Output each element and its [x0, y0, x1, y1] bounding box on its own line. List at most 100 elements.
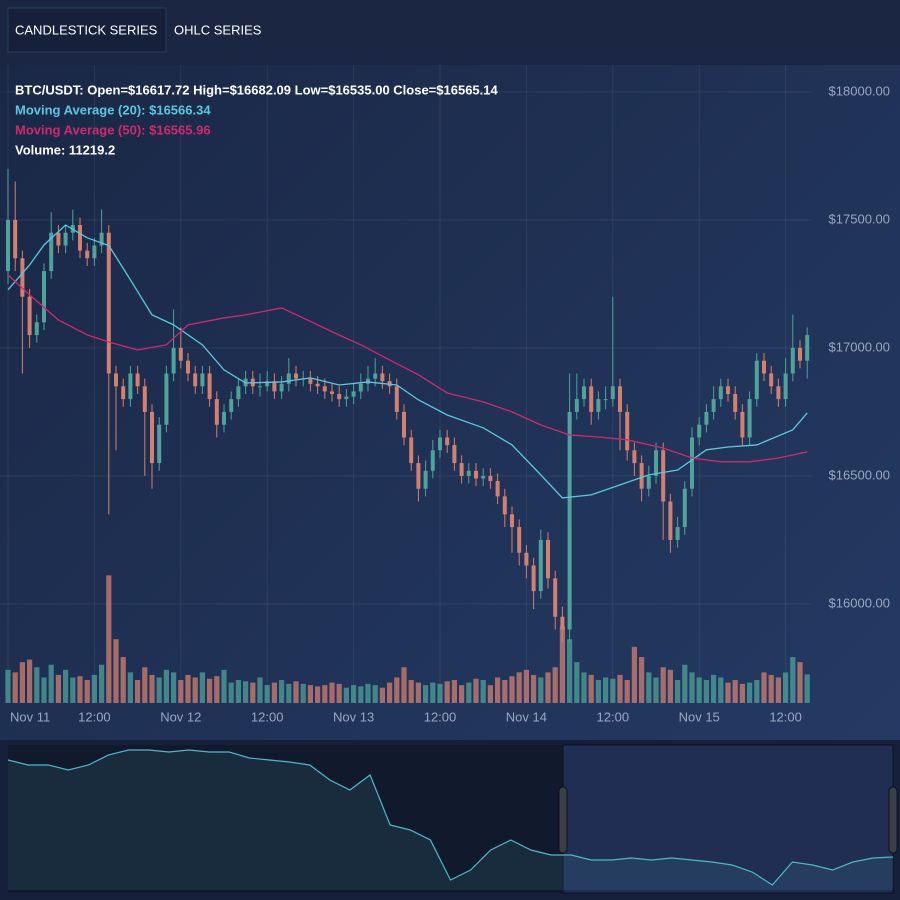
- candle-body: [466, 470, 471, 476]
- candle-body: [214, 399, 219, 425]
- volume-bar: [574, 662, 580, 703]
- y-tick-label: $17500.00: [829, 211, 890, 226]
- candle-body: [747, 399, 752, 438]
- volume-bar: [315, 686, 321, 703]
- x-tick-label: Nov 14: [506, 709, 547, 724]
- volume-bar: [797, 662, 803, 703]
- candle-body: [805, 335, 810, 361]
- volume-bar: [711, 674, 717, 703]
- volume-bar: [804, 674, 810, 703]
- volume-bar: [156, 677, 162, 703]
- candle-body: [423, 470, 428, 489]
- candle-body: [762, 360, 766, 374]
- volume-bar: [250, 682, 256, 703]
- volume-bar: [559, 626, 565, 703]
- candle-body: [675, 527, 680, 540]
- candle-body: [661, 450, 666, 502]
- candle-body: [589, 386, 594, 412]
- volume-bar: [624, 680, 630, 703]
- candle-body: [531, 565, 536, 592]
- candle-body: [128, 373, 133, 400]
- candle-body: [6, 219, 10, 272]
- candle-body: [481, 475, 486, 479]
- volume-bar: [473, 678, 479, 703]
- candle-body: [740, 411, 745, 438]
- x-tick-label: 12:00: [597, 709, 630, 724]
- candle-body: [164, 373, 169, 425]
- tab[interactable]: CANDLESTICK SERIES: [15, 22, 158, 37]
- candle-body: [157, 424, 162, 464]
- volume-bar: [754, 680, 760, 703]
- candle-body: [351, 391, 356, 397]
- volume-bar: [480, 680, 486, 703]
- candle-body: [574, 399, 579, 412]
- candle-body: [646, 475, 651, 489]
- navigator-handle[interactable]: [888, 786, 898, 854]
- candle-body: [366, 378, 370, 384]
- candle-body: [135, 373, 140, 387]
- candle-body: [78, 225, 82, 251]
- volume-bar: [725, 682, 731, 703]
- volume-bar: [783, 672, 789, 703]
- volume-bar: [127, 672, 133, 703]
- volume-bar: [120, 657, 126, 703]
- volume-bar: [495, 677, 501, 703]
- volume-bar: [538, 677, 544, 703]
- candle-body: [625, 411, 630, 451]
- volume-bar: [523, 669, 529, 703]
- candle-body: [49, 232, 54, 272]
- volume-bar: [775, 677, 781, 703]
- candle-body: [553, 578, 558, 617]
- candle-body: [34, 322, 39, 336]
- volume-bar: [401, 667, 407, 703]
- volume-bar: [70, 677, 76, 703]
- volume-bar: [19, 662, 25, 703]
- x-tick-label: 12:00: [769, 709, 802, 724]
- volume-bar: [653, 677, 659, 703]
- volume-bar: [660, 667, 666, 703]
- volume-bar: [379, 687, 385, 703]
- candle-body: [654, 450, 658, 476]
- navigator-handle[interactable]: [558, 786, 568, 854]
- volume-bar: [27, 659, 33, 703]
- volume-bar: [588, 674, 594, 703]
- volume-bar: [113, 639, 119, 703]
- volume-bar: [257, 677, 263, 703]
- y-tick-label: $17000.00: [829, 339, 890, 354]
- x-tick-label: Nov 11: [10, 709, 50, 724]
- candle-body: [582, 386, 586, 400]
- candle-body: [193, 373, 198, 387]
- candle-body: [603, 399, 608, 401]
- volume-bar: [567, 639, 573, 703]
- candle-body: [56, 232, 61, 246]
- volume-bar: [610, 678, 616, 703]
- y-tick-label: $18000.00: [829, 83, 890, 98]
- candle-body: [42, 271, 46, 323]
- volume-bar: [459, 685, 465, 703]
- candle-body: [409, 437, 414, 464]
- volume-bar: [617, 674, 623, 703]
- candle-body: [474, 470, 478, 479]
- candle-body: [495, 481, 500, 497]
- tab[interactable]: OHLC SERIES: [174, 22, 262, 37]
- volume-bar: [703, 680, 709, 703]
- volume-bar: [329, 682, 335, 703]
- volume-bar: [552, 667, 558, 703]
- volume-bar: [545, 672, 551, 703]
- volume-bar: [34, 667, 40, 703]
- candle-body: [430, 450, 435, 471]
- volume-bar: [84, 680, 90, 703]
- volume-bar: [199, 672, 205, 703]
- y-tick-label: $16500.00: [829, 467, 890, 482]
- volume-bar: [207, 678, 213, 703]
- volume-bar: [639, 657, 645, 703]
- candle-body: [63, 232, 68, 246]
- volume-bar: [106, 575, 112, 703]
- volume-bar: [603, 677, 609, 703]
- volume-bar: [178, 680, 184, 703]
- tab-active[interactable]: [7, 7, 167, 53]
- candle-body: [546, 539, 550, 579]
- candle-body: [13, 219, 18, 259]
- candle-body: [142, 386, 147, 412]
- ma-line: [7, 274, 808, 463]
